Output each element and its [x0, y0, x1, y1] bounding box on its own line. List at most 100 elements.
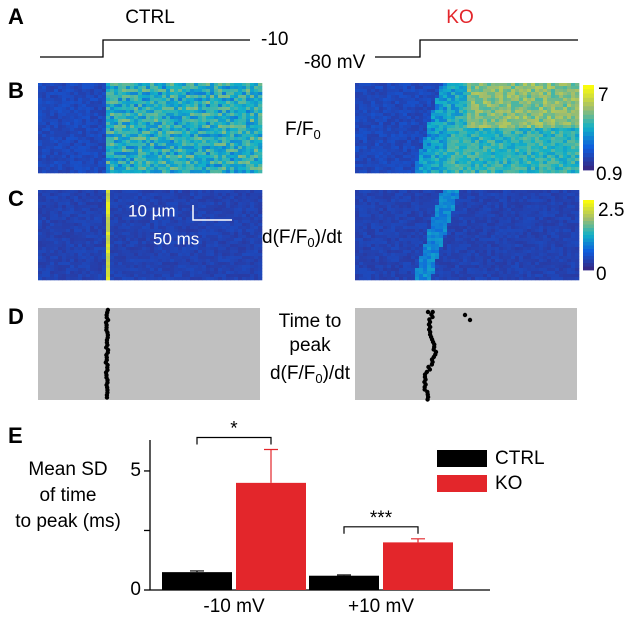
heatmap-cell	[499, 110, 504, 114]
heatmap-cell	[431, 104, 436, 108]
heatmap-cell	[162, 104, 167, 108]
heatmap-cell	[435, 146, 440, 150]
heatmap-cell	[218, 92, 223, 96]
heatmap-cell	[122, 107, 127, 111]
heatmap-cell	[90, 140, 95, 144]
heatmap-cell	[194, 92, 199, 96]
heatmap-cell	[94, 125, 99, 129]
heatmap-cell	[94, 241, 99, 245]
heatmap-cell	[146, 262, 151, 266]
heatmap-cell	[491, 122, 496, 126]
heatmap-cell	[234, 223, 239, 227]
heatmap-cell	[118, 256, 123, 260]
heatmap-cell	[210, 259, 215, 263]
heatmap-cell	[122, 232, 127, 236]
heatmap-cell	[234, 131, 239, 135]
heatmap-cell	[50, 104, 55, 108]
heatmap-cell	[539, 158, 544, 162]
heatmap-cell	[42, 149, 47, 153]
heatmap-cell	[78, 155, 83, 159]
heatmap-cell	[94, 208, 99, 212]
heatmap-cell	[74, 110, 79, 114]
heatmap-cell	[218, 190, 223, 194]
heatmap-cell	[403, 161, 408, 165]
heatmap-cell	[190, 140, 195, 144]
heatmap-cell	[166, 89, 171, 93]
heatmap-cell	[355, 158, 360, 162]
heatmap-cell	[407, 116, 412, 120]
heatmap-cell	[210, 229, 215, 233]
heatmap-cell	[58, 152, 63, 156]
heatmap-cell	[499, 104, 504, 108]
heatmap-cell	[162, 202, 167, 206]
heatmap-cell	[222, 95, 227, 99]
heatmap-cell	[515, 128, 520, 132]
heatmap-cell	[54, 241, 59, 245]
heatmap-cell	[483, 116, 488, 120]
heatmap-cell	[210, 268, 215, 272]
heatmap-cell	[202, 262, 207, 266]
heatmap-cell	[170, 92, 175, 96]
heatmap-cell	[559, 86, 564, 90]
heatmap-cell	[202, 161, 207, 165]
heatmap-cell	[571, 131, 576, 135]
heatmap-cell	[563, 155, 568, 159]
heatmap-cell	[379, 143, 384, 147]
heatmap-cell	[94, 214, 99, 218]
heatmap-cell	[475, 92, 480, 96]
heatmap-cell	[563, 140, 568, 144]
heatmap-cell	[110, 131, 115, 135]
heatmap-cell	[126, 140, 131, 144]
heatmap-cell	[355, 116, 360, 120]
heatmap-cell	[166, 122, 171, 126]
heatmap-cell	[555, 137, 560, 141]
heatmap-cell	[407, 107, 412, 111]
heatmap-cell	[439, 95, 444, 99]
heatmap-cell	[86, 229, 91, 233]
heatmap-cell	[571, 137, 576, 141]
heatmap-cell	[467, 134, 472, 138]
heatmap-cell	[547, 83, 552, 87]
heatmap-cell	[523, 158, 528, 162]
heatmap-cell	[110, 259, 115, 263]
heatmap-cell	[166, 199, 171, 203]
heatmap-cell	[98, 113, 103, 117]
heatmap-cell	[118, 205, 123, 209]
heatmap-cell	[110, 274, 115, 278]
heatmap-cell	[254, 232, 259, 236]
heatmap-cell	[435, 104, 440, 108]
heatmap-cell	[114, 199, 119, 203]
heatmap-cell	[126, 122, 131, 126]
heatmap-cell	[527, 86, 532, 90]
heatmap-cell	[491, 95, 496, 99]
heatmap-cell	[567, 128, 572, 132]
heatmap-cell	[202, 116, 207, 120]
heatmap-cell	[222, 101, 227, 105]
heatmap-cell	[118, 274, 123, 278]
heatmap-cell	[142, 134, 147, 138]
heatmap-cell	[94, 205, 99, 209]
heatmap-cell	[190, 250, 195, 254]
heatmap-cell	[218, 241, 223, 245]
heatmap-cell	[58, 214, 63, 218]
heatmap-cell	[178, 220, 183, 224]
heatmap-cell	[70, 250, 75, 254]
heatmap-cell	[170, 152, 175, 156]
heatmap-cell	[78, 143, 83, 147]
heatmap-cell	[162, 196, 167, 200]
heatmap-cell	[234, 113, 239, 117]
heatmap-cell	[258, 202, 263, 206]
heatmap-cell	[106, 152, 111, 156]
heatmap-cell	[423, 125, 428, 129]
heatmap-cell	[258, 107, 263, 111]
heatmap-cell	[443, 125, 448, 129]
heatmap-cell	[186, 229, 191, 233]
heatmap-cell	[403, 98, 408, 102]
heatmap-cell	[66, 238, 71, 242]
heatmap-cell	[539, 107, 544, 111]
heatmap-cell	[238, 110, 243, 114]
heatmap-cell	[82, 113, 87, 117]
heatmap-cell	[38, 167, 43, 171]
heatmap-cell	[535, 101, 540, 105]
heatmap-cell	[571, 155, 576, 159]
